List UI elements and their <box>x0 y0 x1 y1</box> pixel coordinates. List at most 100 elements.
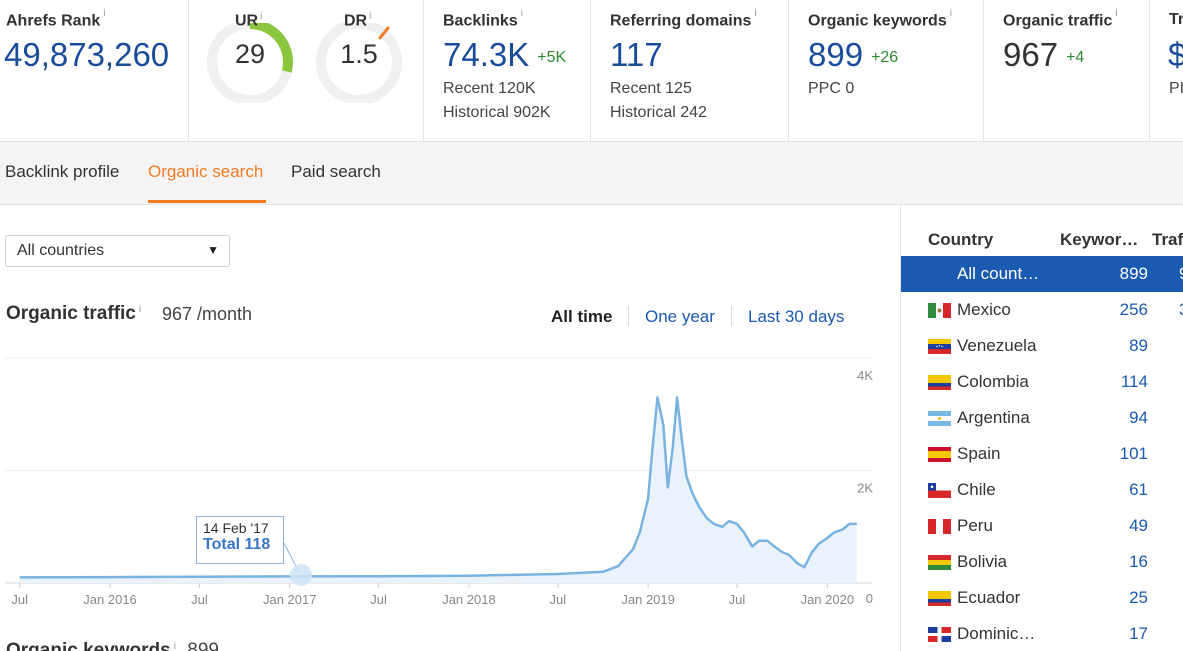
info-icon[interactable]: i <box>1115 8 1118 19</box>
referring-domains-value[interactable]: 117 <box>610 36 663 73</box>
country-row[interactable]: Bolivia 16 <box>901 544 1183 580</box>
backlinks-recent: Recent 120K <box>443 80 536 97</box>
country-name: Peru <box>957 516 993 535</box>
range-all-time[interactable]: All time <box>551 307 613 326</box>
hover-point <box>290 564 312 586</box>
organic-traffic-card: Organic traffic i 967 +4 <box>984 0 1150 141</box>
organic-traffic-delta: +4 <box>1066 49 1085 66</box>
x-tick-label: Jan 2016 <box>83 592 137 607</box>
country-name: All count… <box>957 264 1040 283</box>
tooltip-date: 14 Feb '17 <box>203 520 269 536</box>
country-row[interactable]: Chile 61 <box>901 472 1183 508</box>
organic-traffic-chart[interactable]: 4K 2K 0 Jul Jan 2016 Jul Jan 2017 Jul Jan 2018 J… <box>0 350 900 620</box>
x-tick-label: Jan 2018 <box>442 592 496 607</box>
range-last-30-days[interactable]: Last 30 days <box>748 307 845 326</box>
spain-flag-icon <box>928 447 951 462</box>
country-name: Ecuador <box>957 588 1021 607</box>
country-row[interactable]: Peru 49 <box>901 508 1183 544</box>
y-tick-label: 0 <box>866 591 873 606</box>
country-keywords[interactable]: 94 <box>1129 408 1148 427</box>
info-icon[interactable]: i <box>520 8 523 19</box>
country-column-header[interactable]: Country <box>928 230 994 249</box>
range-divider <box>628 306 629 326</box>
country-keywords[interactable]: 16 <box>1129 552 1148 571</box>
ur-gauge: UR i 29 <box>205 11 295 105</box>
tab-backlink-profile[interactable]: Backlink profile <box>5 162 120 181</box>
traffic-value-sub: PI <box>1169 80 1183 97</box>
country-name: Mexico <box>957 300 1011 319</box>
info-icon[interactable]: i <box>369 11 372 22</box>
range-one-year[interactable]: One year <box>645 307 715 326</box>
tab-organic-search[interactable]: Organic search <box>148 162 264 181</box>
country-name: Colombia <box>957 372 1029 391</box>
dominican-republic-flag-icon <box>928 627 951 642</box>
country-row[interactable]: Spain 101 <box>901 436 1183 472</box>
country-name: Dominic… <box>957 624 1036 643</box>
ecuador-flag-icon <box>928 591 951 606</box>
x-tick-label: Jul <box>729 592 746 607</box>
country-row[interactable]: Mexico 256 3 <box>901 292 1183 328</box>
organic-keywords-label: Organic keywords i <box>808 8 952 30</box>
dr-value: 1.5 <box>340 39 378 69</box>
info-icon[interactable]: i <box>949 8 952 19</box>
country-row[interactable]: Ecuador 25 <box>901 580 1183 616</box>
ur-label: UR i <box>235 11 263 30</box>
country-keywords[interactable]: 114 <box>1120 372 1148 391</box>
backlinks-value[interactable]: 74.3K +5K <box>443 36 567 73</box>
chile-flag-icon <box>928 483 951 498</box>
country-keywords[interactable]: 256 <box>1119 300 1148 319</box>
tooltip-total: Total 118 <box>203 536 271 553</box>
country-keywords[interactable]: 61 <box>1129 480 1148 499</box>
backlinks-historical: Historical 902K <box>443 104 551 121</box>
country-name: Argentina <box>957 408 1030 427</box>
info-icon[interactable]: i <box>138 303 142 315</box>
country-row[interactable]: All count… 899 9 <box>901 256 1183 292</box>
ur-value: 29 <box>234 39 266 69</box>
country-keywords[interactable]: 101 <box>1119 444 1148 463</box>
organic-traffic-value: 967 +4 <box>1003 36 1085 73</box>
venezuela-flag-icon <box>928 339 951 354</box>
info-icon[interactable]: i <box>260 11 263 22</box>
country-table: Country Keywor… Traf All count… 899 9 Mexic… <box>900 205 1183 651</box>
info-icon[interactable]: i <box>173 640 176 651</box>
referring-domains-card: Referring domains i 117 Recent 125 Histor… <box>591 0 789 141</box>
country-row[interactable]: Colombia 114 <box>901 364 1183 400</box>
country-keywords[interactable]: 89 <box>1129 336 1148 355</box>
traffic-column-header[interactable]: Traf <box>1152 230 1183 249</box>
ahrefs-rank-value: 49,873,260 <box>4 36 170 73</box>
country-traffic[interactable]: 9 <box>1179 264 1183 284</box>
organic-keywords-delta: +26 <box>871 49 899 66</box>
peru-flag-icon <box>928 519 951 534</box>
country-keywords[interactable]: 25 <box>1129 588 1148 607</box>
organic-keywords-value[interactable]: 899 +26 <box>808 36 899 73</box>
organic-keywords-section-title: Organic keywords i 899 <box>6 640 219 651</box>
range-divider <box>731 306 732 326</box>
country-keywords[interactable]: 49 <box>1129 516 1148 535</box>
ahrefs-rank-label: Ahrefs Rank i <box>6 8 106 30</box>
country-traffic[interactable]: 3 <box>1179 300 1183 320</box>
argentina-flag-icon <box>928 411 951 426</box>
x-tick-label: Jan 2019 <box>621 592 675 607</box>
info-icon[interactable]: i <box>754 8 757 19</box>
ahrefs-rank-card: Ahrefs Rank i 49,873,260 <box>0 0 189 141</box>
keywords-column-header[interactable]: Keywor… <box>1060 230 1139 249</box>
x-tick-label: Jul <box>191 592 208 607</box>
organic-traffic-monthly: 967 /month <box>162 304 253 324</box>
x-tick-label: Jul <box>549 592 566 607</box>
mexico-flag-icon <box>928 303 951 318</box>
country-keywords[interactable]: 899 <box>1119 264 1148 283</box>
country-row[interactable]: Argentina 94 <box>901 400 1183 436</box>
info-icon[interactable]: i <box>103 8 106 19</box>
organic-traffic-label: Organic traffic i <box>1003 8 1118 30</box>
country-name: Chile <box>957 480 996 499</box>
traffic-value-card: Tr $ PI <box>1150 0 1183 141</box>
traffic-value-label: Tr <box>1169 11 1183 28</box>
country-row[interactable]: Venezuela 89 <box>901 328 1183 364</box>
country-row[interactable]: Dominic… 17 <box>901 616 1183 651</box>
backlinks-card: Backlinks i 74.3K +5K Recent 120K Historic… <box>424 0 591 141</box>
country-select[interactable]: All countries ▼ <box>5 235 230 267</box>
tab-paid-search[interactable]: Paid search <box>291 162 381 181</box>
country-keywords[interactable]: 17 <box>1129 624 1148 643</box>
colombia-flag-icon <box>928 375 951 390</box>
traffic-value-value: $ <box>1168 36 1183 73</box>
